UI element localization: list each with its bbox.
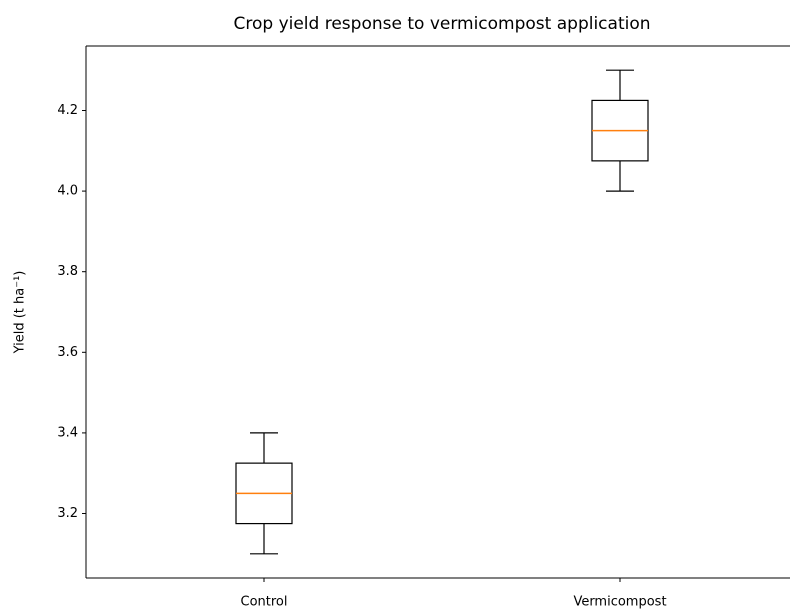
y-tick-label: 4.0 bbox=[57, 184, 78, 199]
y-tick-label: 3.2 bbox=[57, 506, 78, 521]
y-tick-label: 3.4 bbox=[57, 425, 78, 440]
y-tick-label: 4.2 bbox=[57, 103, 78, 118]
x-tick-label: Control bbox=[241, 595, 288, 610]
y-tick-label: 3.6 bbox=[57, 345, 78, 360]
x-tick-label: Vermicompost bbox=[573, 595, 666, 610]
y-tick-label: 3.8 bbox=[57, 264, 78, 279]
y-axis-label: Yield (t ha⁻¹) bbox=[13, 271, 28, 355]
chart-title: Crop yield response to vermicompost appl… bbox=[233, 14, 650, 34]
